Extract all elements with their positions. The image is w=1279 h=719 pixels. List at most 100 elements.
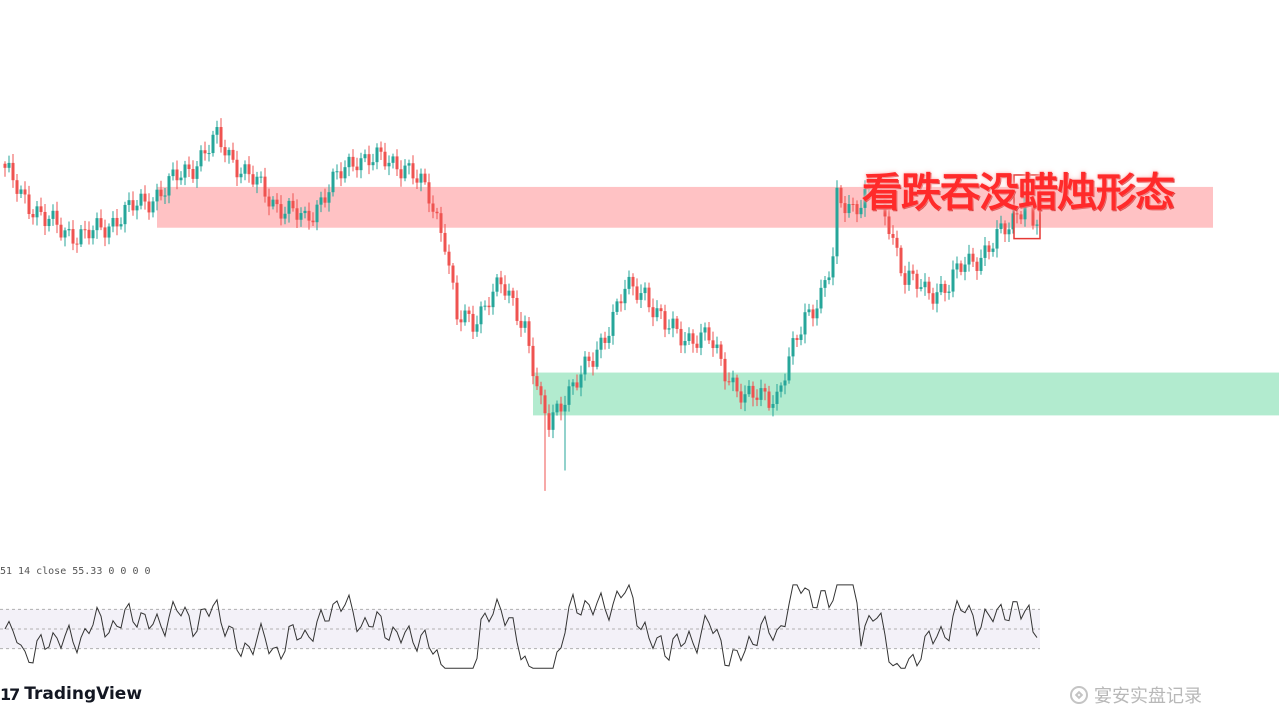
- candle: [823, 275, 827, 297]
- candle-body: [971, 253, 975, 262]
- candle-body: [559, 403, 563, 412]
- candle: [579, 365, 583, 397]
- candle-body: [835, 187, 839, 257]
- candle: [447, 244, 451, 274]
- candle-body: [15, 180, 19, 194]
- candle: [235, 150, 239, 187]
- candle: [343, 160, 347, 183]
- candle: [987, 240, 991, 260]
- candle-body: [755, 397, 759, 400]
- candle-body: [659, 308, 663, 312]
- candle: [519, 312, 523, 337]
- candle: [47, 215, 51, 232]
- candle-body: [743, 394, 747, 403]
- rsi-pane[interactable]: [0, 560, 1040, 690]
- candle: [363, 149, 367, 163]
- candle: [147, 193, 151, 220]
- candle-body: [851, 204, 855, 206]
- candle-body: [547, 413, 551, 430]
- candle-body: [611, 311, 615, 336]
- candle-body: [371, 162, 375, 166]
- rsi-line: [4, 583, 1038, 669]
- candle-body: [531, 345, 535, 377]
- candle-body: [679, 328, 683, 346]
- candle-body: [459, 319, 463, 323]
- candle: [611, 304, 615, 345]
- candle-body: [647, 287, 651, 308]
- candle: [119, 217, 123, 230]
- candle-body: [875, 196, 879, 198]
- candle-body: [155, 189, 159, 202]
- candle-body: [1011, 213, 1015, 230]
- candle: [847, 195, 851, 218]
- candle-body: [383, 151, 387, 167]
- candle: [667, 319, 671, 335]
- candle: [1011, 204, 1015, 234]
- candle: [983, 237, 987, 266]
- candle: [747, 380, 751, 397]
- candle: [571, 379, 575, 395]
- candle: [247, 156, 251, 183]
- candle: [759, 379, 763, 407]
- candle: [815, 299, 819, 326]
- candle: [167, 173, 171, 204]
- candle-body: [907, 270, 911, 285]
- candle: [651, 298, 655, 327]
- candle: [703, 322, 707, 341]
- candle-body: [939, 283, 943, 293]
- candle: [547, 404, 551, 437]
- candle-body: [391, 156, 395, 163]
- candle: [879, 187, 883, 200]
- candle: [279, 195, 283, 226]
- candle: [731, 370, 735, 392]
- candle-body: [867, 188, 871, 190]
- candle-body: [355, 166, 359, 171]
- candle-body: [71, 229, 75, 244]
- candle: [619, 294, 623, 312]
- candle: [243, 160, 247, 181]
- candle-body: [675, 318, 679, 329]
- tradingview-logo[interactable]: 17 TradingView: [0, 684, 142, 704]
- price-chart[interactable]: [0, 0, 1279, 560]
- candle: [383, 142, 387, 170]
- candle-body: [799, 334, 803, 340]
- candle: [419, 168, 423, 192]
- candle-body: [163, 195, 167, 197]
- candle-body: [955, 263, 959, 270]
- candle-body: [1007, 229, 1011, 235]
- candle-body: [43, 211, 47, 227]
- candle: [995, 220, 999, 258]
- candle: [979, 249, 983, 275]
- candle-body: [455, 282, 459, 320]
- candle-body: [627, 276, 631, 289]
- candle-body: [899, 247, 903, 274]
- candle-body: [199, 150, 203, 167]
- candle-body: [727, 381, 731, 383]
- candle-body: [271, 199, 275, 207]
- candle-body: [283, 213, 287, 219]
- candle: [427, 173, 431, 213]
- candle-body: [1027, 187, 1031, 194]
- candle-body: [127, 200, 131, 205]
- candle-body: [539, 386, 543, 396]
- candle: [691, 329, 695, 353]
- candle-body: [635, 286, 639, 300]
- candle-body: [387, 162, 391, 167]
- candle: [555, 400, 559, 416]
- candle: [963, 256, 967, 281]
- candle-body: [259, 176, 263, 178]
- candle-body: [667, 328, 671, 330]
- candle-body: [95, 218, 99, 231]
- candle: [627, 270, 631, 295]
- candle-body: [411, 163, 415, 179]
- candle: [819, 279, 823, 314]
- candle-body: [1015, 213, 1019, 215]
- candle-body: [739, 391, 743, 403]
- candle-body: [139, 193, 143, 206]
- candle: [23, 181, 27, 204]
- candle-body: [767, 391, 771, 408]
- candle: [315, 200, 319, 231]
- candle: [675, 316, 679, 334]
- candle: [975, 257, 979, 280]
- support-zone: [533, 372, 1279, 416]
